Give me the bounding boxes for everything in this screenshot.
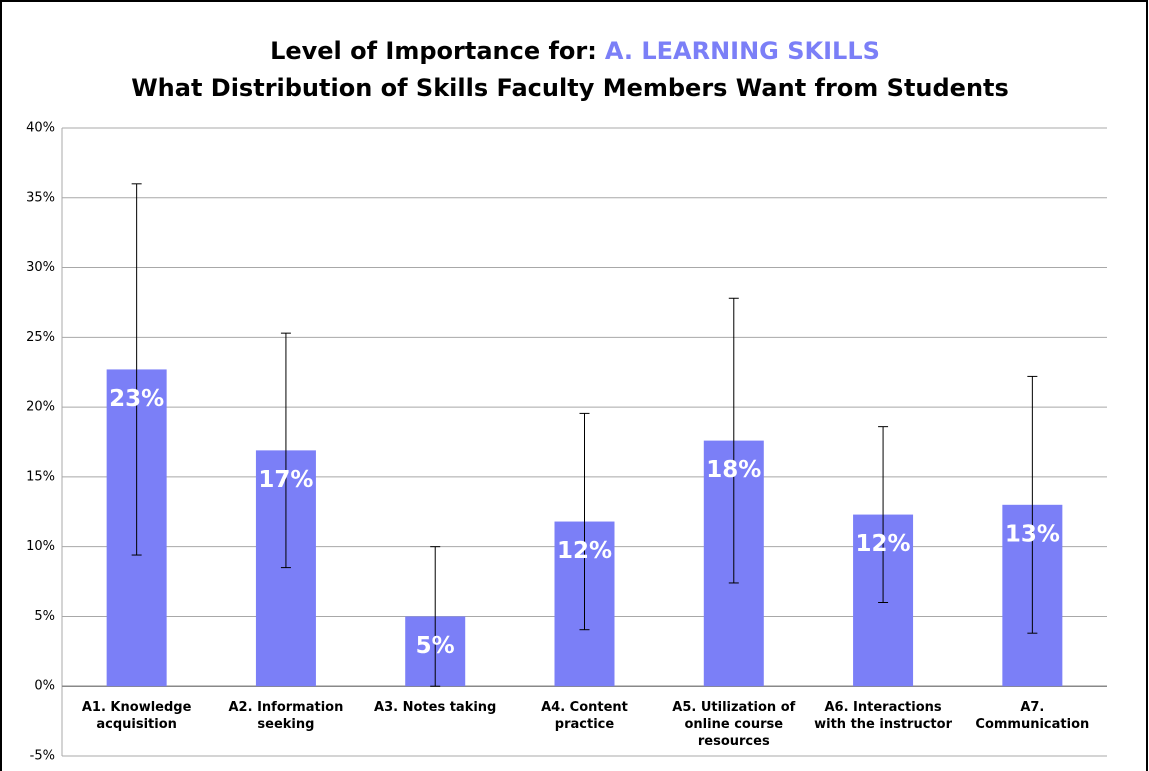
x-tick-label: A7. Communication [975,700,1090,733]
y-tick-label: 40% [26,121,55,136]
y-tick-label: 0% [34,679,55,694]
value-label: 18% [706,457,761,483]
title-text: Level of Importance for: [270,37,597,65]
y-tick-label: 25% [26,330,55,345]
y-tick-label: 15% [26,469,55,484]
x-tick-label: A1. Knowledge acquisition [81,700,192,733]
y-tick-label: 35% [26,190,55,205]
y-tick-label: -5% [30,749,55,764]
chart-subtitle: What Distribution of Skills Faculty Memb… [131,74,1009,102]
x-tick-label: A3. Notes taking [374,700,497,716]
y-tick-label: 5% [34,609,55,624]
y-tick-label: 20% [26,400,55,415]
value-label: 12% [557,538,612,564]
x-tick-label: A6. Interactions with the instructor [814,700,952,733]
title-highlight: A. LEARNING SKILLS [605,37,880,65]
y-tick-label: 10% [26,539,55,554]
value-label: 12% [856,531,911,557]
value-label: 23% [109,386,164,412]
x-tick-label: A5. Utilization of online course resourc… [672,700,796,750]
chart-title: Level of Importance for: A. LEARNING SKIL… [270,37,880,65]
value-label: 5% [416,633,455,659]
value-label: 13% [1005,521,1060,547]
value-label: 17% [258,467,313,493]
x-tick-label: A4. Content practice [541,700,628,733]
x-tick-label: A2. Information seeking [228,700,344,733]
y-tick-label: 30% [26,260,55,275]
